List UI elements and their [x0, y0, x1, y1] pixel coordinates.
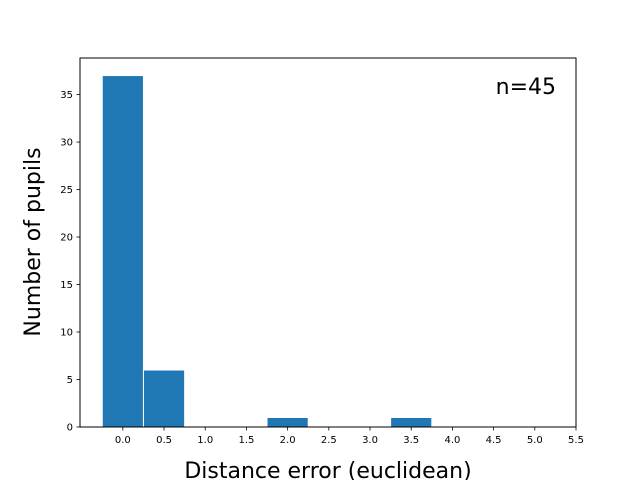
x-tick-label-5: 2.5	[321, 435, 337, 446]
y-tick-label-4: 20	[60, 233, 73, 244]
x-tick-label-11: 5.5	[568, 435, 584, 446]
x-tick-label-0: 0.0	[115, 435, 131, 446]
y-tick-label-5: 25	[60, 185, 73, 196]
y-axis-ticks: 0 5 10 15 20 25 30 35	[60, 90, 80, 434]
x-tick-label-8: 4.0	[444, 435, 460, 446]
x-tick-label-1: 0.5	[156, 435, 172, 446]
y-axis-label: Number of pupils	[21, 147, 46, 336]
x-axis-ticks: 0.0 0.5 1.0 1.5 2.0 2.5 3.0 3.5 4.0 4.5 5.0 5.5	[115, 427, 584, 446]
y-tick-label-3: 15	[60, 280, 73, 291]
y-tick-label-2: 10	[60, 328, 73, 339]
y-tick-label-0: 0	[67, 423, 73, 434]
y-tick-label-6: 30	[60, 138, 73, 149]
x-tick-label-10: 5.0	[527, 435, 543, 446]
histogram-bar-3	[390, 417, 433, 428]
histogram-bar-2	[266, 417, 309, 428]
x-tick-label-4: 2.0	[280, 435, 296, 446]
histogram-bar-1	[142, 369, 186, 428]
sample-size-annotation: n=45	[496, 75, 556, 100]
x-tick-label-2: 1.0	[197, 435, 213, 446]
y-tick-label-1: 5	[67, 375, 73, 386]
x-tick-label-7: 3.5	[403, 435, 419, 446]
y-tick-label-7: 35	[60, 90, 73, 101]
x-tick-label-9: 4.5	[486, 435, 502, 446]
x-tick-label-3: 1.5	[238, 435, 254, 446]
histogram-bar-0	[101, 75, 144, 428]
axes-frame	[79, 57, 577, 428]
x-axis-label: Distance error (euclidean)	[184, 459, 471, 480]
x-tick-label-6: 3.0	[362, 435, 378, 446]
bars-group	[101, 75, 433, 428]
